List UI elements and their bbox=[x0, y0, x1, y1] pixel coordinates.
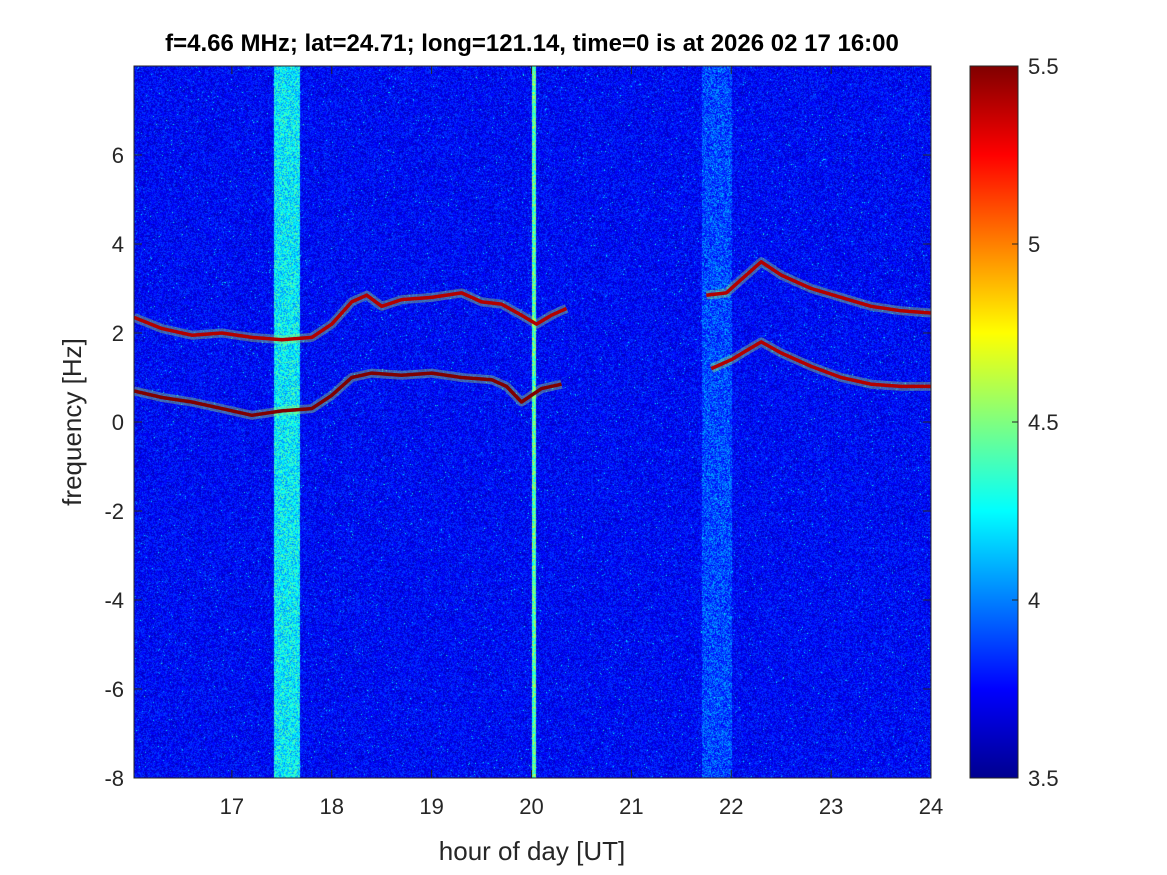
colorbar: 3.5 4 4.5 5 5.5 bbox=[969, 54, 1059, 791]
colorbar-tick-label: 4 bbox=[1028, 588, 1040, 613]
y-tick-label: -8 bbox=[104, 766, 124, 791]
colorbar-tick-label: 4.5 bbox=[1028, 410, 1059, 435]
trace-2 bbox=[134, 371, 562, 418]
y-tick-label: 6 bbox=[112, 143, 124, 168]
chart-title: f=4.66 MHz; lat=24.71; long=121.14, time… bbox=[165, 30, 899, 57]
colorbar-tick-label: 3.5 bbox=[1028, 766, 1059, 791]
x-tick-label: 21 bbox=[619, 794, 643, 819]
x-tick-label: 19 bbox=[419, 794, 443, 819]
y-axis-label: frequency [Hz] bbox=[57, 338, 87, 506]
y-tick-label: -6 bbox=[104, 677, 124, 702]
y-axis: -8 -6 -4 -2 0 2 4 6 bbox=[104, 143, 931, 791]
colorbar-tick-label: 5 bbox=[1028, 232, 1040, 257]
y-tick-label: -2 bbox=[104, 499, 124, 524]
x-axis-label: hour of day [UT] bbox=[439, 836, 625, 866]
x-tick-label: 24 bbox=[919, 794, 943, 819]
x-tick-label: 22 bbox=[719, 794, 743, 819]
trace-4 bbox=[710, 340, 931, 389]
colorbar-ticks: 3.5 4 4.5 5 5.5 bbox=[1012, 54, 1059, 791]
colorbar-tick-label: 5.5 bbox=[1028, 54, 1059, 79]
x-tick-label: 23 bbox=[819, 794, 843, 819]
y-tick-label: -4 bbox=[104, 588, 124, 613]
y-tick-label: 4 bbox=[112, 232, 124, 257]
spectrogram-heatmap bbox=[134, 66, 931, 778]
trace-3 bbox=[706, 260, 931, 315]
plot-area bbox=[133, 65, 932, 779]
trace-1 bbox=[134, 291, 568, 342]
y-tick-label: 2 bbox=[112, 321, 124, 346]
x-tick-label: 20 bbox=[519, 794, 543, 819]
x-tick-label: 17 bbox=[220, 794, 244, 819]
x-axis: 17 18 19 20 21 22 23 24 bbox=[220, 66, 943, 819]
trace-marks bbox=[134, 257, 931, 420]
y-tick-label: 0 bbox=[112, 410, 124, 435]
colorbar-gradient bbox=[969, 65, 1019, 779]
x-tick-label: 18 bbox=[320, 794, 344, 819]
